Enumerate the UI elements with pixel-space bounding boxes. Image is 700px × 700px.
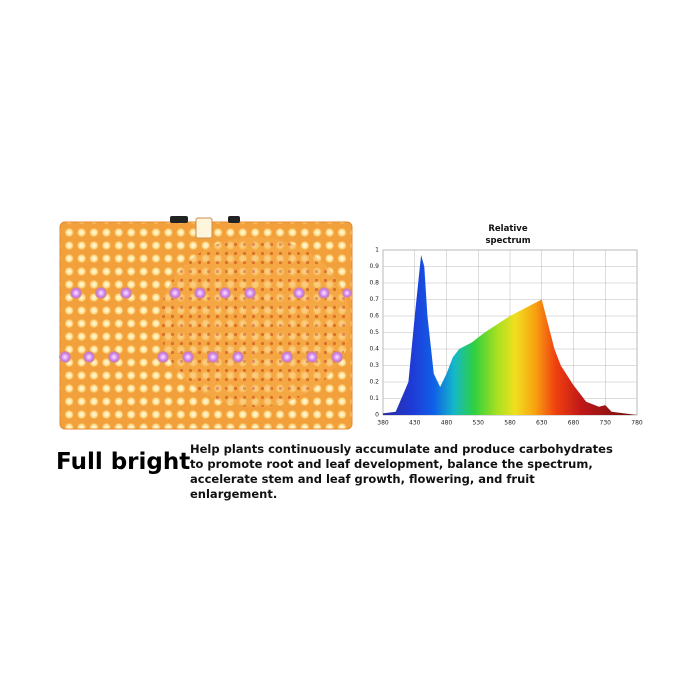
y-tick-label: 0.7: [369, 296, 379, 303]
x-tick-label: 480: [441, 420, 453, 427]
y-tick-label: 0: [375, 412, 379, 419]
spectrum-chart: 0 0.1 0.2 0.3 0.4 0.5 0.6 0.7 0.8 0.9 1 380 430 480 53…: [369, 247, 642, 427]
x-tick-label: 430: [409, 420, 421, 427]
y-tick-label: 0.5: [369, 329, 379, 336]
y-tick-label: 0.4: [369, 346, 379, 353]
x-tick-label: 780: [631, 420, 643, 427]
chart-title: Relative spectrum: [485, 224, 531, 246]
y-tick-label: 0.1: [369, 395, 379, 402]
spectrum-area: [383, 254, 637, 415]
y-tick-label: 1: [375, 247, 379, 254]
y-tick-label: 0.8: [369, 280, 379, 287]
y-tick-label: 0.3: [369, 362, 379, 369]
description: Help plants continuously accumulate and …: [190, 442, 613, 501]
x-tick-label: 530: [473, 420, 485, 427]
y-tick-label: 0.2: [369, 379, 379, 386]
heading: Full bright: [56, 449, 191, 475]
x-tick-label: 630: [536, 420, 548, 427]
x-tick-label: 680: [568, 420, 580, 427]
y-tick-label: 0.6: [369, 313, 379, 320]
x-tick-label: 380: [377, 420, 389, 427]
led-panel: [59, 216, 353, 430]
x-tick-label: 730: [600, 420, 612, 427]
y-tick-label: 0.9: [369, 263, 379, 270]
x-tick-label: 580: [504, 420, 516, 427]
